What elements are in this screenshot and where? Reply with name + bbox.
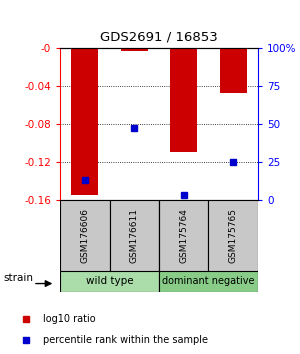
Bar (60, 200, 110, 271)
Text: strain: strain (3, 273, 33, 283)
Text: percentile rank within the sample: percentile rank within the sample (43, 335, 208, 345)
Text: wild type: wild type (86, 276, 133, 286)
Text: log10 ratio: log10 ratio (43, 314, 96, 324)
Text: GSM176611: GSM176611 (130, 208, 139, 263)
Bar (159, 200, 208, 271)
Bar (60, 271, 159, 292)
Bar (159, 271, 258, 292)
Bar (170, 48, 197, 153)
Text: GSM175764: GSM175764 (179, 208, 188, 263)
Title: GDS2691 / 16853: GDS2691 / 16853 (100, 31, 218, 44)
Bar (121, 48, 148, 51)
Bar (110, 200, 159, 271)
Bar (220, 48, 247, 93)
Text: GSM176606: GSM176606 (80, 208, 89, 263)
Bar (208, 200, 258, 271)
Text: dominant negative: dominant negative (162, 276, 255, 286)
Text: GSM175765: GSM175765 (229, 208, 238, 263)
Bar (71, 48, 98, 195)
